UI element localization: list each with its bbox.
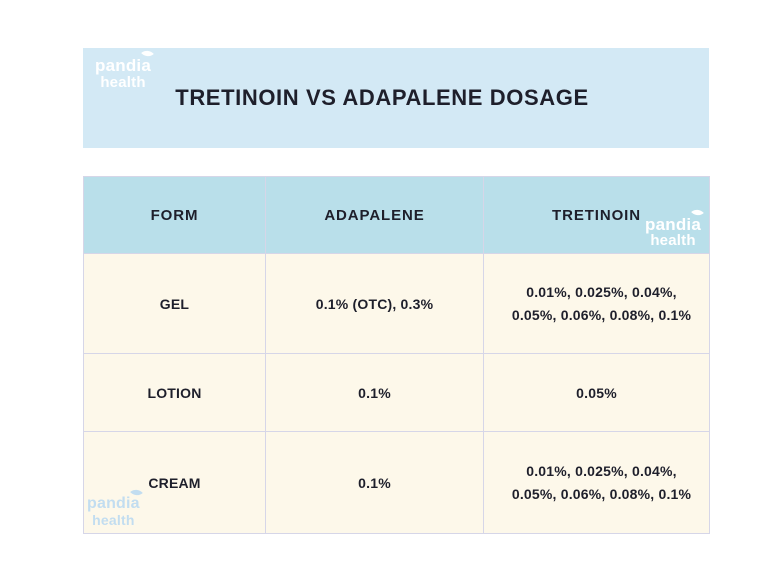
table-row-cream: CREAM 0.1% 0.01%, 0.025%, 0.04%, 0.05%, … (83, 431, 710, 534)
table-row-gel: GEL 0.1% (OTC), 0.3% 0.01%, 0.025%, 0.04… (83, 253, 710, 354)
table-header-row: FORM ADAPALENE TRETINOIN pandia health (83, 176, 710, 254)
pandia-health-logo-watermark: pandia health (87, 486, 143, 528)
table-row-lotion: LOTION 0.1% 0.05% (83, 353, 710, 432)
cell-cream-adapalene: 0.1% (265, 431, 484, 534)
logo-text-health: health (92, 511, 135, 528)
cell-lotion-adapalene: 0.1% (265, 353, 484, 432)
logo-text-pandia: pandia (87, 486, 143, 513)
cell-lotion-form: LOTION (83, 353, 266, 432)
cell-lotion-tretinoin: 0.05% (483, 353, 710, 432)
column-header-form: FORM (83, 176, 266, 254)
page-title: TRETINOIN VS ADAPALENE DOSAGE (175, 85, 589, 110)
logo-text-health: health (650, 232, 696, 250)
header-banner: pandia health TRETINOIN VS ADAPALENE DOS… (83, 47, 709, 148)
logo-text-pandia: pandia (95, 47, 154, 75)
cell-gel-adapalene: 0.1% (OTC), 0.3% (265, 253, 484, 354)
column-header-tretinoin: TRETINOIN pandia health (483, 176, 710, 254)
cell-cream-tretinoin: 0.01%, 0.025%, 0.04%, 0.05%, 0.06%, 0.08… (483, 431, 710, 534)
cell-gel-form: GEL (83, 253, 266, 354)
column-header-tretinoin-label: TRETINOIN (552, 206, 641, 224)
logo-text-health: health (100, 73, 146, 91)
logo-text-pandia: pandia (645, 205, 704, 234)
pandia-health-logo-header-cell: pandia health (645, 205, 704, 250)
dosage-table: FORM ADAPALENE TRETINOIN pandia health G… (83, 176, 710, 534)
column-header-adapalene: ADAPALENE (265, 176, 484, 254)
cell-gel-tretinoin: 0.01%, 0.025%, 0.04%, 0.05%, 0.06%, 0.08… (483, 253, 710, 354)
cell-cream-form: CREAM (83, 431, 266, 534)
pandia-health-logo-banner: pandia health (95, 47, 154, 91)
